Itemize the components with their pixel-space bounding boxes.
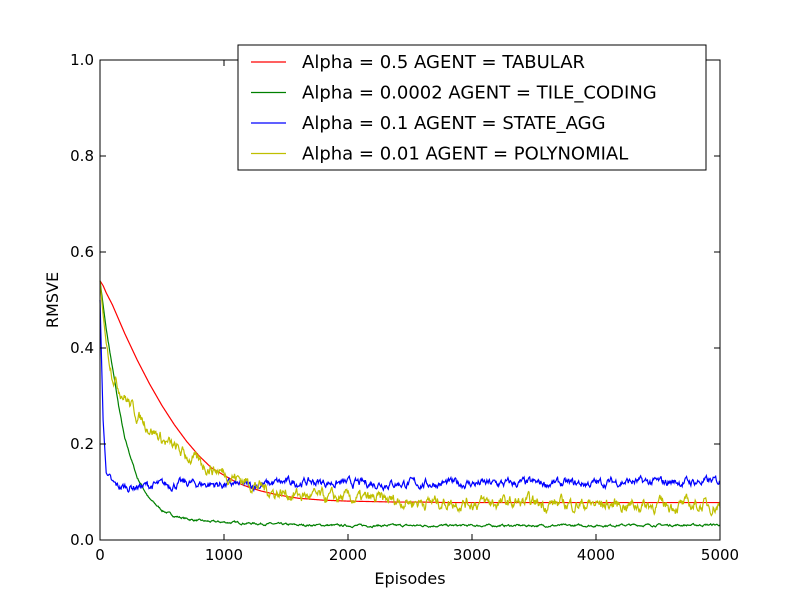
series-line-4: [99, 280, 721, 517]
legend: Alpha = 0.5 AGENT = TABULAR Alpha = 0.000…: [237, 44, 707, 171]
x-tick-label: 4000: [577, 546, 615, 564]
x-tick-label: 5000: [701, 546, 739, 564]
series-layer: [99, 280, 721, 529]
x-tick-label: 1000: [205, 546, 243, 564]
y-tick-label: 0.2: [70, 435, 94, 453]
series-line-2: [99, 280, 721, 529]
legend-entry: Alpha = 0.01 AGENT = POLYNOMIAL: [302, 144, 628, 165]
y-tick-label: 1.0: [70, 51, 94, 69]
x-tick-label: 3000: [453, 546, 491, 564]
y-tick-label: 0.0: [70, 531, 94, 549]
y-axis-label: RMSVE: [43, 272, 62, 328]
series-line-3: [99, 299, 721, 493]
legend-box: [237, 44, 707, 171]
x-axis-label: Episodes: [374, 569, 445, 588]
y-tick-label: 0.6: [70, 243, 94, 261]
legend-entry: Alpha = 0.5 AGENT = TABULAR: [302, 52, 585, 73]
x-tick-label: 0: [95, 546, 105, 564]
y-tick-label: 0.8: [70, 147, 94, 165]
legend-entry: Alpha = 0.1 AGENT = STATE_AGG: [302, 113, 606, 134]
y-tick-label: 0.4: [70, 339, 94, 357]
legend-entry: Alpha = 0.0002 AGENT = TILE_CODING: [302, 83, 657, 104]
x-tick-label: 2000: [329, 546, 367, 564]
